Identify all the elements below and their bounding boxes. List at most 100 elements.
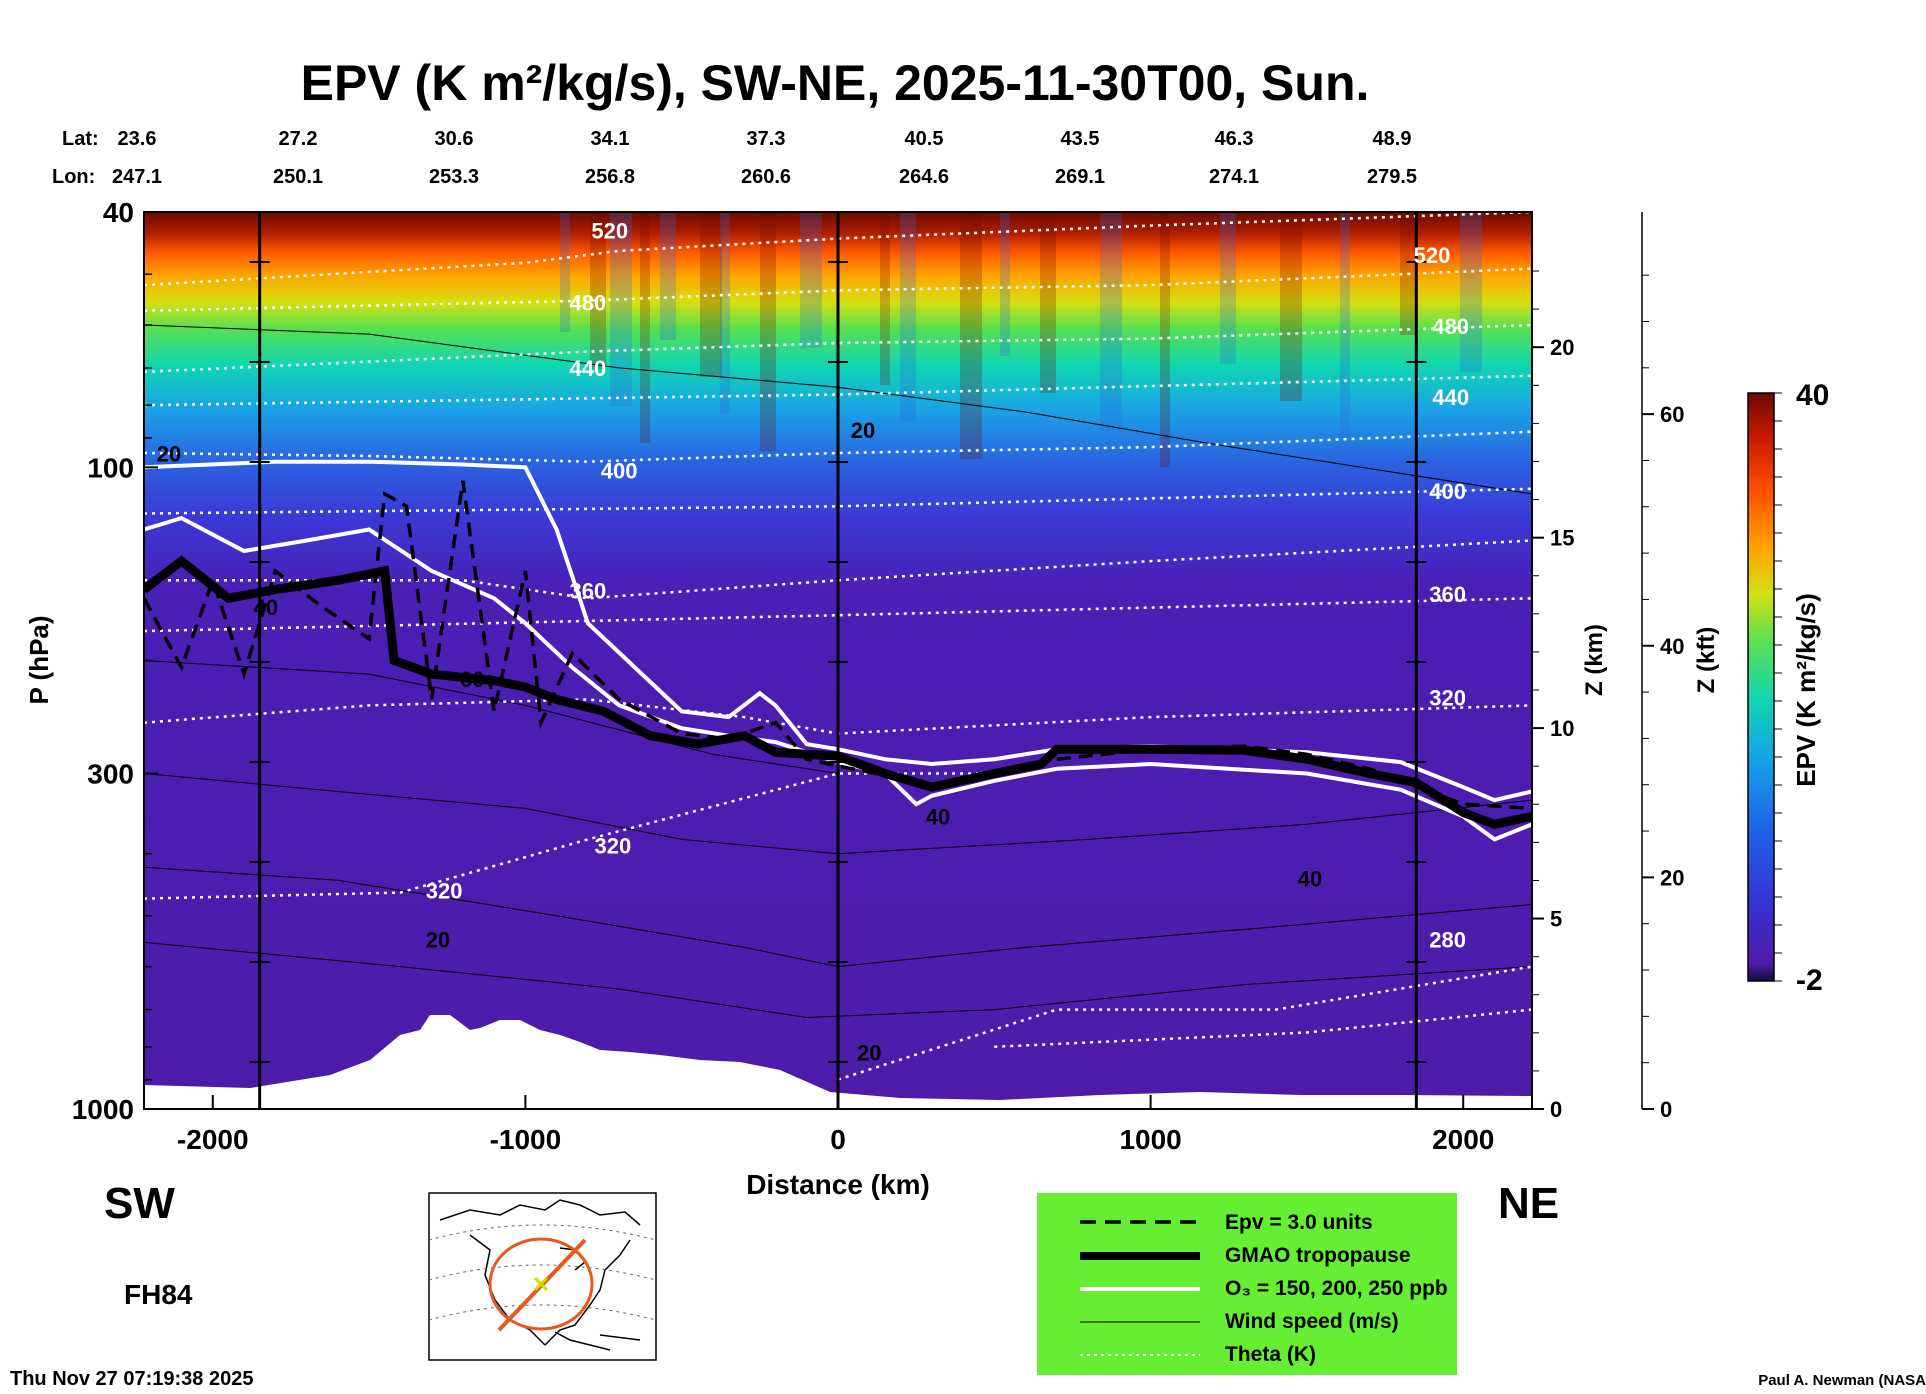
legend: Epv = 3.0 units GMAO tropopause O₃ = 150… [1037, 1193, 1457, 1375]
wind-speed-label: 40 [254, 595, 278, 620]
latitude-row: 23.6 27.2 30.6 34.1 37.3 40.5 43.5 46.3 48.9 [118, 128, 1412, 150]
isentrope-label: 280 [1429, 927, 1466, 952]
epv-streak [760, 212, 776, 451]
theta-isentrope [144, 430, 1532, 463]
lat-value: 37.3 [747, 128, 786, 150]
epv-3-units-line [144, 480, 1532, 811]
theta-isentrope [144, 267, 1532, 312]
colorbar-label: EPV (K m²/kg/s) [1791, 593, 1821, 787]
ozone-250-ppb-line [144, 515, 1532, 842]
pressure-tick-label: 100 [87, 452, 134, 483]
inset-map-coastlines [439, 1199, 641, 1351]
reference-verticals [249, 212, 1427, 1109]
wind-contour [144, 660, 839, 774]
distance-axis: -2000 -1000 0 1000 2000 [177, 1095, 1494, 1155]
isentrope-label: 480 [570, 291, 607, 316]
epv-streak [720, 212, 730, 414]
legend-label-tropopause: GMAO tropopause [1225, 1244, 1411, 1267]
isentrope-label: 400 [601, 458, 638, 483]
z-kft-tick-label: 0 [1660, 1097, 1672, 1122]
lat-value: 48.9 [1373, 128, 1412, 150]
isentrope-label: 520 [591, 219, 628, 244]
lat-value: 23.6 [118, 128, 157, 150]
epv-streak [640, 212, 650, 443]
theta-isentrope [144, 1102, 370, 1108]
z-kft-tick-label: 40 [1660, 634, 1684, 659]
theta-isentrope [144, 698, 1532, 735]
z-km-tick-label: 0 [1550, 1097, 1562, 1122]
colorbar [1747, 392, 1775, 982]
wind-speed-label: 40 [926, 804, 950, 829]
epv-streak [880, 212, 890, 385]
epv-streak [900, 212, 916, 422]
z-kft-axis-label: Z (kft) [1693, 627, 1720, 694]
lon-value: 250.1 [273, 166, 323, 188]
isentrope-label: 360 [1429, 582, 1466, 607]
epv-streak [1000, 212, 1010, 356]
epv-streak [960, 212, 982, 459]
y-axis-label: P (hPa) [24, 615, 54, 704]
lon-value: 264.6 [899, 166, 949, 188]
terrain-mask [144, 1015, 1532, 1109]
z-kft-axis: 0 20 40 60 [1641, 212, 1684, 1122]
wind-speed-label: 60 [460, 667, 484, 692]
epv-streak [700, 212, 722, 377]
inset-map-frame [428, 1192, 657, 1361]
distance-tick-label: 0 [830, 1124, 846, 1155]
epv-streak [1460, 212, 1482, 372]
inset-map-transect-line [497, 1238, 587, 1332]
isentrope-label: 480 [1432, 314, 1469, 339]
author-credit: Paul A. Newman (NASA [1758, 1372, 1926, 1389]
isentrope-labels: 520 480 440 400 360 320 320 520 480 440 400 360 320 2… [426, 219, 1469, 953]
lon-value: 269.1 [1055, 166, 1105, 188]
theta-isentropes [144, 212, 1532, 1108]
theta-isentrope [144, 323, 1532, 374]
colorbar-max-label: 40 [1796, 379, 1829, 412]
epv-streak [560, 212, 570, 332]
lon-value: 247.1 [112, 166, 162, 188]
pressure-tick-label: 40 [103, 197, 134, 228]
wind-speed-label: 20 [426, 927, 450, 952]
legend-label-epv3: Epv = 3.0 units [1225, 1211, 1373, 1234]
wind-contour [144, 773, 1532, 855]
lat-value: 43.5 [1061, 128, 1100, 150]
theta-isentrope [837, 965, 1532, 1081]
wind-speed-label: 20 [851, 418, 875, 443]
ne-direction-label: NE [1498, 1179, 1559, 1228]
z-km-tick-label: 15 [1550, 526, 1574, 551]
wind-speed-label: 40 [1298, 866, 1322, 891]
theta-isentrope [994, 1008, 1532, 1049]
distance-tick-label: 1000 [1119, 1124, 1181, 1155]
forecast-hour-label: FH84 [124, 1279, 193, 1310]
sw-direction-label: SW [104, 1179, 175, 1228]
x-axis-label: Distance (km) [746, 1169, 930, 1200]
epv-streak [1160, 212, 1170, 467]
lat-value: 27.2 [279, 128, 318, 150]
pressure-axis: 40 100 300 1000 [72, 197, 158, 1125]
gmao-tropopause-line [144, 555, 1532, 829]
lat-value: 30.6 [435, 128, 474, 150]
theta-isentrope [144, 212, 1532, 287]
inset-map-center-icon: ✕ [532, 1272, 550, 1297]
inset-map: ✕ [428, 1192, 657, 1361]
longitude-row: 247.1 250.1 253.3 256.8 260.6 264.6 269.1 274.1… [112, 166, 1417, 188]
epv-streak [660, 212, 676, 340]
epv-streak [610, 212, 632, 406]
lat-header-label: Lat: [62, 128, 99, 150]
lon-value: 274.1 [1209, 166, 1259, 188]
epv-streak [800, 212, 822, 348]
chart-title: EPV (K m²/kg/s), SW-NE, 2025-11-30T00, S… [301, 55, 1370, 111]
inset-map-graticule [428, 1224, 657, 1321]
lon-value: 253.3 [429, 166, 479, 188]
epv-streak [1280, 212, 1302, 401]
isentrope-label: 320 [426, 879, 463, 904]
z-km-axis: 0 5 10 15 20 [1531, 212, 1574, 1122]
theta-isentrope [144, 539, 1532, 600]
epv-streak [1100, 212, 1122, 430]
lat-value: 46.3 [1215, 128, 1254, 150]
wind-speed-label: 20 [857, 1040, 881, 1065]
pressure-tick-label: 300 [87, 758, 134, 789]
z-km-tick-label: 5 [1550, 907, 1562, 932]
lon-value: 260.6 [741, 166, 791, 188]
